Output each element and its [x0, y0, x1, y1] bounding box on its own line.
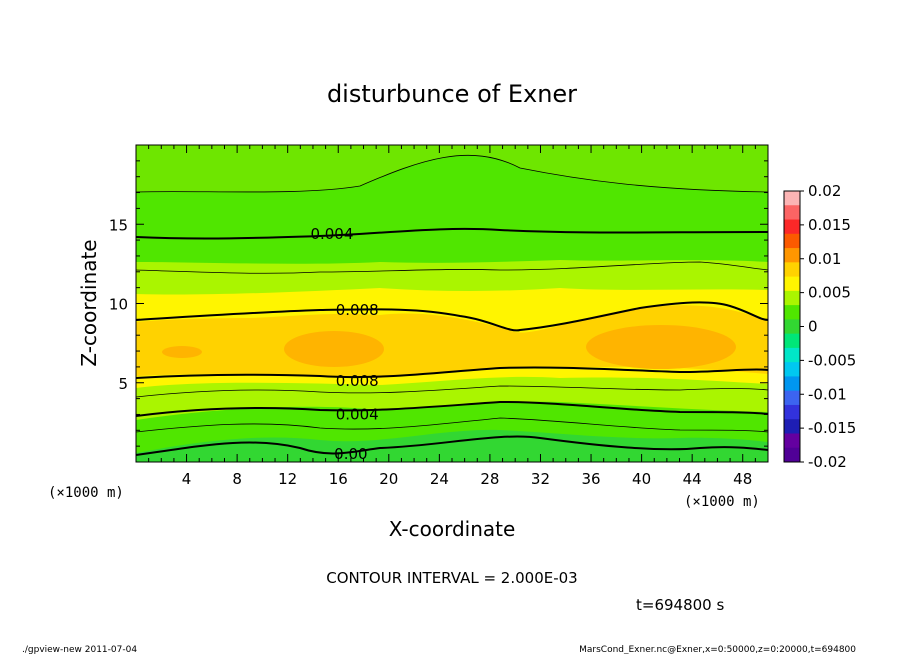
field-maximum-1	[284, 331, 384, 367]
colorbar-swatch	[784, 419, 800, 434]
x-tick-label: 4	[182, 470, 192, 488]
colorbar-tick-label: 0.015	[808, 216, 851, 234]
x-tick-label: 16	[329, 470, 348, 488]
colorbar-tick-label: 0	[808, 318, 818, 336]
x-tick-label: 40	[632, 470, 651, 488]
y-tick-label: 10	[109, 296, 128, 314]
contour-lines	[136, 154, 768, 456]
x-tick-label: 36	[581, 470, 600, 488]
contour-label: 0.00	[334, 445, 367, 463]
y-axis-unit: (×1000 m)	[48, 485, 124, 501]
contour-line	[136, 301, 768, 332]
colorbar-tick-label: 0.01	[808, 250, 841, 268]
y-tick-label: 5	[118, 375, 128, 393]
footer-left: ./gpview-new 2011-07-04	[22, 645, 137, 654]
footer-right: MarsCond_Exner.nc@Exner,x=0:50000,z=0:20…	[579, 645, 856, 654]
y-axis: 5 10 15	[109, 160, 768, 447]
colorbar-swatch	[784, 276, 800, 292]
colorbar-tick-label: 0.02	[808, 182, 841, 200]
x-tick-label: 20	[379, 470, 398, 488]
x-tick-label: 32	[531, 470, 550, 488]
contour-line	[136, 261, 768, 274]
colorbar-swatch	[784, 290, 800, 306]
colorbar-swatch	[784, 433, 800, 449]
contour-label: 0.004	[310, 225, 353, 243]
y-tick-label: 15	[109, 216, 128, 234]
colorbar-swatch	[784, 233, 800, 249]
colorbar-tick-label: -0.02	[808, 453, 847, 471]
colorbar-swatch	[784, 447, 800, 463]
colorbar-swatch	[784, 319, 800, 335]
colorbar-swatch	[784, 305, 800, 320]
colorbar-tick-label: -0.005	[808, 351, 856, 369]
contour-line	[136, 417, 768, 433]
colorbar-tick-label: 0.005	[808, 284, 851, 302]
contour-label: 0.004	[336, 405, 379, 423]
colorbar-swatch	[784, 262, 800, 278]
colorbar-swatch	[784, 376, 800, 392]
x-axis-unit: (×1000 m)	[684, 494, 760, 510]
colorbar-swatch	[784, 191, 800, 206]
colorbar-swatch	[784, 347, 800, 363]
contour-line	[136, 400, 768, 417]
chart-title: disturbunce of Exner	[327, 80, 577, 108]
contour-line	[136, 227, 768, 240]
field-maximum-3	[162, 346, 202, 358]
field-band-2	[136, 145, 768, 192]
x-axis: 4 8 12 16 20 24 28 32 36 40 44 48	[148, 145, 756, 488]
x-tick-label: 44	[683, 470, 702, 488]
contour-line	[136, 154, 768, 193]
contour-label: 0.008	[336, 301, 379, 319]
x-tick-label: 48	[733, 470, 752, 488]
colorbar-swatch	[784, 390, 800, 406]
colorbar: 0.02 0.015 0.01 0.005 0 -0.005 -0.01 -0.015 -0.0…	[783, 182, 856, 471]
contour-line	[136, 435, 768, 456]
colorbar-swatch	[784, 333, 800, 349]
x-tick-label: 24	[430, 470, 449, 488]
y-axis-label: Z-coordinate	[77, 239, 101, 366]
contour-line	[136, 385, 768, 398]
colorbar-tick-label: -0.015	[808, 419, 856, 437]
x-tick-label: 12	[278, 470, 297, 488]
x-tick-label: 28	[480, 470, 499, 488]
colorbar-swatch	[784, 248, 800, 263]
field-maximum-2	[586, 325, 736, 369]
contour-label: 0.008	[336, 372, 379, 390]
contour-line	[136, 366, 768, 379]
x-tick-label: 8	[232, 470, 242, 488]
colorbar-swatch	[784, 205, 800, 221]
plot-area: 0.004 0.008 0.008 0.004 0.00	[136, 145, 768, 463]
colorbar-swatch	[784, 404, 800, 420]
colorbar-swatch	[784, 219, 800, 235]
colorbar-tick-label: -0.01	[808, 385, 847, 403]
contour-interval: CONTOUR INTERVAL = 2.000E-03	[326, 569, 577, 587]
contour-labels: 0.004 0.008 0.008 0.004 0.00	[310, 225, 379, 463]
colorbar-swatch	[784, 362, 800, 377]
x-axis-label: X-coordinate	[389, 517, 516, 541]
time-label: t=694800 s	[636, 596, 724, 614]
